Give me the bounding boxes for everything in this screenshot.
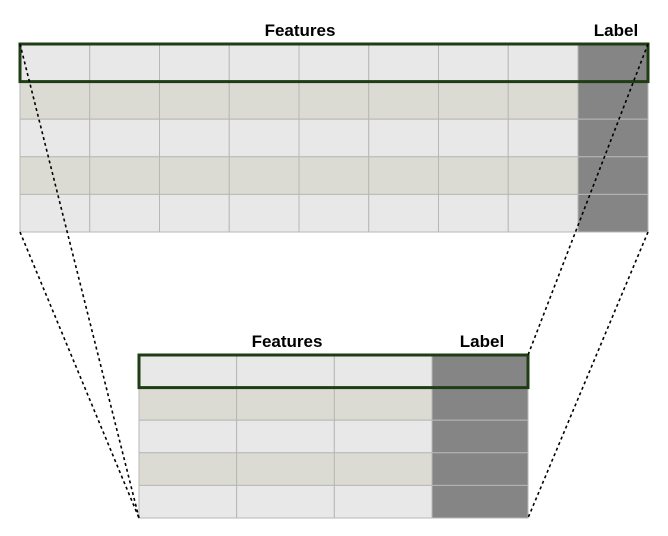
bottom-label-cell [431, 484, 529, 519]
bottom-feature-cell [333, 354, 433, 389]
bottom-highlighted-row [137, 353, 530, 390]
top-feature-cell [159, 43, 230, 83]
bottom-feature-cell [138, 484, 238, 519]
top-feature-cell [19, 118, 91, 158]
bottom-label-cell [431, 419, 529, 454]
top-feature-cell [507, 118, 579, 158]
bottom-feature-cell [138, 387, 238, 421]
top-feature-cell [159, 81, 230, 120]
bottom-label-cell [431, 354, 529, 389]
top-feature-cell [438, 156, 509, 195]
top-feature-cell [507, 156, 579, 195]
bottom-features-heading: Features [252, 332, 323, 351]
bottom-feature-cell [236, 354, 335, 389]
top-feature-cell [228, 193, 300, 233]
bottom-feature-cell [333, 484, 433, 519]
top-feature-cell [298, 43, 370, 83]
top-feature-cell [368, 43, 439, 83]
top-feature-cell [228, 81, 300, 120]
top-feature-cell [159, 193, 230, 233]
top-feature-cell [298, 81, 370, 120]
top-highlighted-row [18, 42, 650, 84]
connector-line-inner-right [527, 43, 649, 356]
top-features-heading: Features [265, 21, 336, 40]
top-feature-cell [19, 43, 91, 83]
top-feature-cell [368, 81, 439, 120]
top-feature-cell [159, 118, 230, 158]
top-feature-cell [228, 118, 300, 158]
bottom-feature-cell [236, 452, 335, 486]
top-feature-cell [19, 156, 91, 195]
bottom-label-cell [431, 387, 529, 421]
top-label-cell [577, 81, 649, 120]
top-label-cell [577, 118, 649, 158]
top-feature-cell [89, 81, 160, 120]
bottom-feature-cell [138, 354, 238, 389]
bottom-data-table [137, 353, 530, 519]
top-data-table [18, 42, 650, 233]
top-feature-cell [298, 118, 370, 158]
bottom-label-cell [431, 452, 529, 486]
top-feature-cell [89, 43, 160, 83]
top-feature-cell [368, 193, 439, 233]
connector-line-outer-left [19, 231, 140, 519]
bottom-label-heading: Label [460, 332, 504, 351]
top-feature-cell [159, 156, 230, 195]
bottom-feature-cell [138, 452, 238, 486]
bottom-feature-cell [236, 387, 335, 421]
top-label-cell [577, 43, 649, 83]
connector-line-outer-right [527, 231, 649, 519]
top-feature-cell [507, 43, 579, 83]
top-feature-cell [89, 156, 160, 195]
bottom-feature-cell [333, 387, 433, 421]
bottom-feature-cell [138, 419, 238, 454]
top-feature-cell [228, 43, 300, 83]
top-feature-cell [438, 81, 509, 120]
top-feature-cell [507, 81, 579, 120]
top-label-cell [577, 156, 649, 195]
top-feature-cell [507, 193, 579, 233]
top-feature-cell [89, 193, 160, 233]
bottom-feature-cell [236, 484, 335, 519]
top-feature-cell [19, 193, 91, 233]
top-feature-cell [228, 156, 300, 195]
zoom-connector-lines [19, 43, 649, 519]
bottom-feature-cell [333, 419, 433, 454]
top-label-heading: Label [594, 21, 638, 40]
top-feature-cell [368, 118, 439, 158]
top-feature-cell [89, 118, 160, 158]
bottom-feature-cell [236, 419, 335, 454]
top-feature-cell [298, 193, 370, 233]
top-feature-cell [438, 193, 509, 233]
top-feature-cell [298, 156, 370, 195]
top-label-cell [577, 193, 649, 233]
top-feature-cell [438, 43, 509, 83]
top-feature-cell [438, 118, 509, 158]
bottom-feature-cell [333, 452, 433, 486]
top-feature-cell [19, 81, 91, 120]
top-feature-cell [368, 156, 439, 195]
